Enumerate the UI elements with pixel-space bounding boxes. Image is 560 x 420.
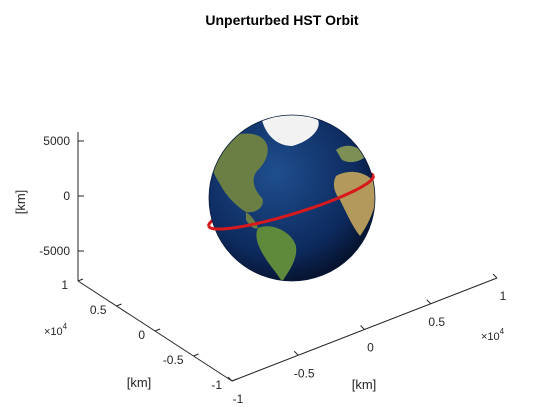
europe bbox=[336, 145, 366, 163]
z-tick-label: 5000 bbox=[43, 134, 70, 148]
x-axis-multiplier: ×104 bbox=[481, 327, 505, 343]
x-axis-label: [km] bbox=[352, 377, 377, 392]
x-tick-mark bbox=[293, 350, 299, 356]
y-tick-mark bbox=[154, 328, 161, 332]
x-tick-mark bbox=[426, 299, 432, 305]
y-tick-label: 0.5 bbox=[90, 303, 107, 317]
z-axis: -5000 0 5000 [km] bbox=[13, 132, 84, 281]
z-tick-label: 0 bbox=[63, 189, 70, 203]
earth-globe bbox=[208, 114, 376, 282]
earth-outline bbox=[208, 114, 376, 282]
greenland-ice bbox=[262, 115, 319, 146]
y-tick-mark bbox=[77, 278, 84, 282]
y-tick-label: -0.5 bbox=[163, 353, 184, 367]
hst-orbit bbox=[207, 175, 375, 231]
x-tick-label: 0.5 bbox=[428, 315, 445, 329]
africa bbox=[333, 171, 375, 236]
y-tick-label: 1 bbox=[61, 278, 68, 292]
y-axis-label: [km] bbox=[127, 375, 152, 390]
x-tick-label: -0.5 bbox=[294, 366, 315, 380]
chart-title: Unperturbed HST Orbit bbox=[205, 12, 359, 28]
x-axis: -1 -0.5 0 0.5 1 ×104 [km] bbox=[227, 273, 507, 406]
x-tick-label: -1 bbox=[233, 392, 244, 406]
x-tick-label: 0 bbox=[367, 341, 374, 355]
x-tick-label: 1 bbox=[500, 289, 507, 303]
y-tick-label: 0 bbox=[138, 328, 145, 342]
north-america bbox=[210, 133, 268, 213]
y-tick-mark bbox=[116, 303, 122, 307]
y-tick-mark bbox=[193, 353, 199, 357]
x-tick-mark bbox=[360, 325, 365, 330]
z-axis-label: [km] bbox=[13, 190, 28, 215]
x-tick-mark bbox=[227, 376, 233, 382]
y-tick-label: -1 bbox=[211, 378, 222, 392]
y-axis-multiplier: ×104 bbox=[44, 322, 68, 338]
z-tick-label: -5000 bbox=[39, 244, 70, 258]
south-america bbox=[256, 226, 297, 281]
y-axis: -1 -0.5 0 0.5 1 ×104 [km] bbox=[44, 278, 238, 392]
x-tick-mark bbox=[492, 273, 498, 279]
